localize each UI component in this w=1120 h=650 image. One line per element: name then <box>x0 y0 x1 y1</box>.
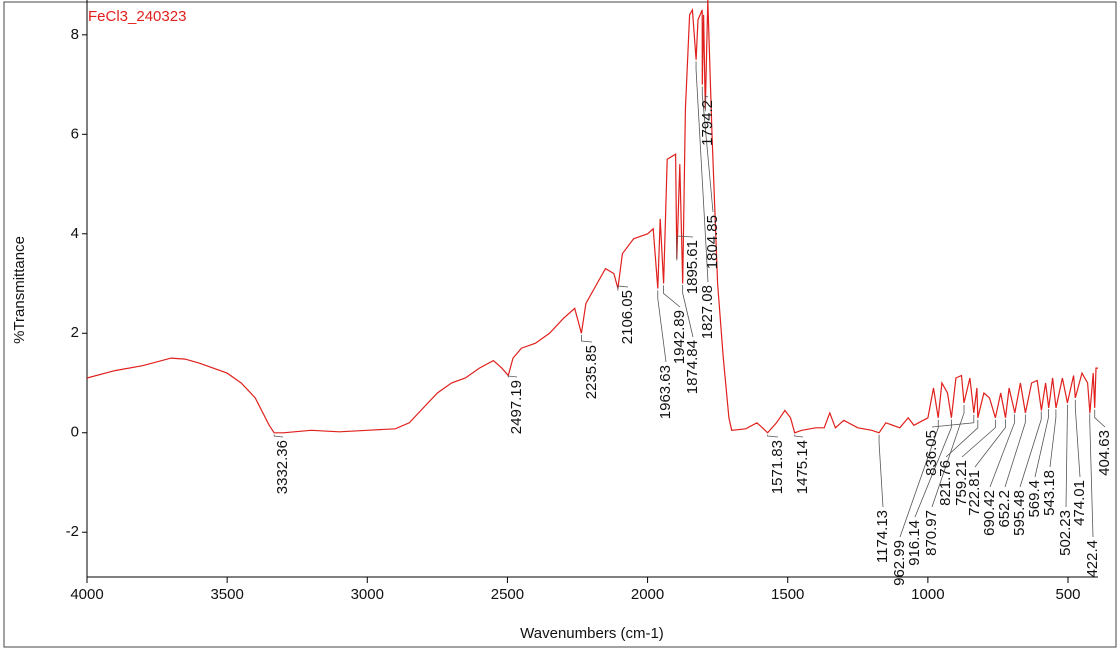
peak-label: 422.4 <box>1084 540 1101 578</box>
peak-leader <box>676 235 694 261</box>
x-tick-label: 500 <box>1055 586 1080 603</box>
x-tick-label: 1000 <box>911 586 944 603</box>
x-tick-label: 1500 <box>771 586 804 603</box>
peak-label: 404.63 <box>1096 430 1113 476</box>
peak-label: 870.97 <box>923 510 940 556</box>
y-tick-label: 6 <box>71 125 79 142</box>
peak-leader <box>273 434 284 438</box>
peak-leader <box>663 285 681 308</box>
y-tick-label: 0 <box>71 424 79 441</box>
x-tick-label: 3500 <box>210 586 243 603</box>
peak-leader <box>1094 409 1106 428</box>
peak-leader <box>1004 414 1026 488</box>
peak-leader <box>899 419 939 538</box>
peak-label: 652.2 <box>996 490 1013 528</box>
peak-label: 569.4 <box>1026 480 1043 518</box>
series-label: FeCl3_240323 <box>88 8 186 25</box>
peak-leader <box>961 419 996 458</box>
peak-leader <box>1049 409 1057 468</box>
peak-leader <box>682 285 694 338</box>
peak-leader <box>1089 413 1094 538</box>
peak-label: 690.42 <box>981 490 998 536</box>
peak-leader <box>794 434 804 438</box>
peak-label: 1571.83 <box>769 440 786 494</box>
x-tick-label: 2000 <box>631 586 664 603</box>
frame <box>3 1 1117 648</box>
peak-leader <box>704 95 709 112</box>
x-axis-label: Wavenumbers (cm-1) <box>520 625 664 642</box>
peak-leader <box>581 334 593 343</box>
peak-label: 916.14 <box>906 520 923 566</box>
peak-leader <box>974 419 1006 468</box>
peak-leader <box>1019 411 1042 488</box>
peak-leader <box>695 61 709 283</box>
peak-label: 722.81 <box>966 470 983 516</box>
x-tick-label: 3000 <box>351 586 384 603</box>
peak-label: 1942.89 <box>671 310 688 364</box>
x-tick-label: 4000 <box>70 586 103 603</box>
peak-leader <box>767 434 779 438</box>
peak-label: 1804.85 <box>704 215 721 269</box>
peak-leader <box>1034 408 1049 478</box>
peak-leader <box>931 404 965 508</box>
peak-label: 1475.14 <box>794 440 811 494</box>
peak-leader <box>945 419 979 458</box>
peak-leader <box>617 285 629 291</box>
peak-leader <box>701 86 714 213</box>
y-tick-label: 4 <box>71 225 79 242</box>
peak-label: 2235.85 <box>583 345 600 399</box>
peak-label: 1895.61 <box>684 240 701 294</box>
peak-leader <box>657 290 667 363</box>
spectrum-line <box>86 0 1098 434</box>
peak-label: 1794.2 <box>699 100 716 146</box>
y-tick-label: -2 <box>66 523 79 540</box>
x-tick-label: 2500 <box>491 586 524 603</box>
y-tick-label: 2 <box>71 324 79 341</box>
peak-label: 595.48 <box>1011 490 1028 536</box>
peak-label: 962.99 <box>891 540 908 586</box>
peak-label: 474.01 <box>1071 480 1088 526</box>
peak-leader <box>878 434 884 508</box>
peak-label: 3332.36 <box>274 440 291 494</box>
peak-leader <box>1074 399 1081 478</box>
y-tick-label: 8 <box>71 26 79 43</box>
peak-leader <box>989 414 1016 488</box>
peak-label: 1827.08 <box>699 285 716 339</box>
peak-label: 759.21 <box>953 460 970 506</box>
peak-label: 1174.13 <box>874 510 891 563</box>
peak-label: 836.05 <box>923 430 940 476</box>
peak-label: 2497.19 <box>508 380 525 434</box>
peak-label: 1874.84 <box>684 340 701 394</box>
peak-leader <box>931 414 975 428</box>
peak-label: 2106.05 <box>619 290 636 344</box>
y-axis-label: %Transmittance <box>11 236 28 344</box>
peak-leader <box>914 419 952 518</box>
peak-label: 502.23 <box>1057 510 1074 556</box>
peak-label: 821.76 <box>937 460 954 506</box>
peak-label: 543.18 <box>1041 470 1058 516</box>
peak-leader <box>1065 404 1068 508</box>
peak-label: 1963.63 <box>657 365 674 419</box>
peak-leader <box>507 375 518 378</box>
